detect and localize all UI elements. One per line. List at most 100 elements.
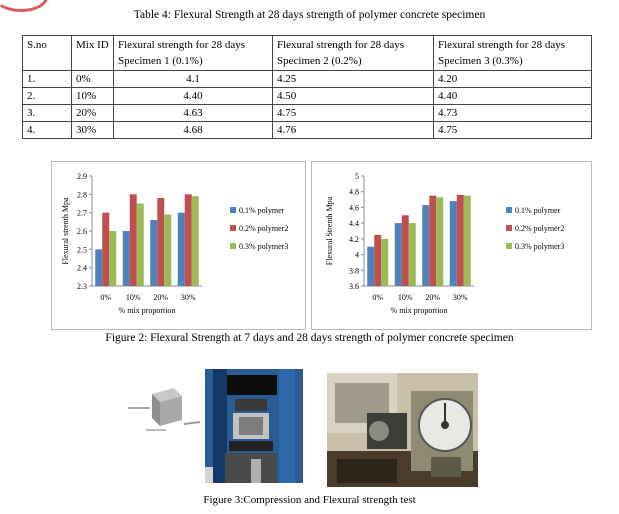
legend-label: 0.2% polymer2 xyxy=(239,224,288,233)
table-cell: 4.68 xyxy=(113,121,273,139)
y-tick-label: 5 xyxy=(355,172,359,181)
cube-specimen-illustration xyxy=(128,388,201,431)
table-cell: 2. xyxy=(22,87,72,105)
bar xyxy=(408,223,416,286)
bar xyxy=(456,194,464,286)
table-header: Mix ID xyxy=(71,35,114,71)
bar xyxy=(95,249,103,286)
bar xyxy=(463,195,471,286)
legend-label: 0.2% polymer2 xyxy=(515,224,564,233)
legend-swatch xyxy=(230,243,236,249)
compression-machine-illustration xyxy=(205,369,303,483)
x-tick-label: 20% xyxy=(153,293,168,302)
chart-7-days: 2.3 2.4 2.5 2.6 2.7 2.8 2.9 0% 10% 20% 30% % mix pr… xyxy=(51,161,306,330)
table-cell: 4. xyxy=(22,121,72,139)
table-cell: 4.40 xyxy=(113,87,273,105)
table-cell: 4.75 xyxy=(272,104,434,122)
bar xyxy=(381,238,389,286)
table-cell: 4.40 xyxy=(433,87,592,105)
bar xyxy=(429,195,437,286)
y-tick-label: 4.6 xyxy=(349,203,359,212)
legend-swatch xyxy=(230,225,236,231)
legend-swatch xyxy=(506,225,512,231)
bar xyxy=(177,212,185,286)
x-tick-label: 10% xyxy=(398,293,413,302)
bar xyxy=(184,194,192,286)
bar xyxy=(102,212,110,286)
table-cell: 20% xyxy=(71,104,114,122)
legend-label: 0.3% polymer3 xyxy=(239,242,288,251)
legend-swatch xyxy=(230,207,236,213)
bar xyxy=(374,234,382,286)
y-axis-label: Flexural strenth Mpa xyxy=(61,197,70,265)
figure-2-caption: Figure 2: Flexural Strength at 7 days an… xyxy=(105,332,514,344)
figure-3-caption: Figure 3:Compression and Flexural streng… xyxy=(203,494,416,506)
x-tick-label: 20% xyxy=(425,293,440,302)
table-cell: 4.20 xyxy=(433,70,592,88)
table-cell: 4.73 xyxy=(433,104,592,122)
y-tick-label: 3.8 xyxy=(349,266,359,275)
table-cell: 3. xyxy=(22,104,72,122)
chart-28-days: 3.6 3.8 4 4.2 4.4 4.6 4.8 5 0% 10% 20% 30% % mix pro… xyxy=(311,161,592,330)
table-row: 1. 0% 4.1 4.25 4.20 xyxy=(22,70,592,88)
y-axis-label: Flexural Strenth Mpa xyxy=(325,196,334,265)
table-cell: 4.1 xyxy=(113,70,273,88)
bar xyxy=(394,223,402,286)
y-tick-label: 2.8 xyxy=(77,190,87,199)
table-cell: 4.50 xyxy=(272,87,434,105)
bar xyxy=(449,201,457,286)
bar xyxy=(367,246,375,286)
table-cell: 0% xyxy=(71,70,114,88)
x-tick-label: 10% xyxy=(126,293,141,302)
flexural-strength-table: S.no Mix ID Flexural strength for 28 day… xyxy=(22,35,592,139)
y-tick-label: 4.4 xyxy=(349,219,359,228)
x-axis-label: % mix proportion xyxy=(119,306,176,315)
chart-28-days-svg: 3.6 3.8 4 4.2 4.4 4.6 4.8 5 0% 10% 20% 30% % mix pro… xyxy=(325,172,564,315)
x-axis-label: % mix proportion xyxy=(391,306,448,315)
cube-specimen-photo xyxy=(124,386,204,436)
y-tick-label: 3.6 xyxy=(349,282,359,291)
table-cell: 1. xyxy=(22,70,72,88)
x-tick-label: 0% xyxy=(372,293,383,302)
x-tick-label: 30% xyxy=(453,293,468,302)
legend-label: 0.1% polymer xyxy=(515,206,561,215)
table-cell: 10% xyxy=(71,87,114,105)
y-tick-label: 2.6 xyxy=(77,227,87,236)
y-tick-label: 2.4 xyxy=(77,264,87,273)
legend-swatch xyxy=(506,207,512,213)
y-tick-label: 2.3 xyxy=(77,282,87,291)
table-cell: 4.76 xyxy=(272,121,434,139)
table-header-row: S.no Mix ID Flexural strength for 28 day… xyxy=(22,35,592,71)
bar xyxy=(401,215,409,286)
x-tick-label: 0% xyxy=(100,293,111,302)
table-header: S.no xyxy=(22,35,72,71)
bar xyxy=(122,231,130,286)
legend-swatch xyxy=(506,243,512,249)
table-row: 4. 30% 4.68 4.76 4.75 xyxy=(22,121,592,139)
legend-label: 0.1% polymer xyxy=(239,206,285,215)
table-cell: 4.25 xyxy=(272,70,434,88)
y-tick-label: 2.9 xyxy=(77,172,87,181)
bar xyxy=(136,203,144,286)
compression-test-photo xyxy=(205,369,303,483)
legend-label: 0.3% polymer3 xyxy=(515,242,564,251)
y-tick-label: 2.7 xyxy=(77,209,87,218)
bar xyxy=(129,194,137,286)
bar xyxy=(109,231,117,286)
table-row: 2. 10% 4.40 4.50 4.40 xyxy=(22,87,592,105)
x-tick-label: 30% xyxy=(181,293,196,302)
table-row: 3. 20% 4.63 4.75 4.73 xyxy=(22,104,592,122)
bar xyxy=(191,196,199,286)
bar xyxy=(436,197,444,286)
y-tick-label: 4 xyxy=(355,251,359,260)
table-caption: Table 4: Flexural Strength at 28 days st… xyxy=(133,9,486,21)
table-header: Flexural strength for 28 days Specimen 1… xyxy=(113,35,273,71)
bar xyxy=(157,198,165,286)
chart-7-days-svg: 2.3 2.4 2.5 2.6 2.7 2.8 2.9 0% 10% 20% 30% % mix pr… xyxy=(61,172,288,315)
y-tick-label: 4.8 xyxy=(349,188,359,197)
bar xyxy=(150,220,158,286)
table-cell: 4.63 xyxy=(113,104,273,122)
y-tick-label: 4.2 xyxy=(349,235,359,244)
bar xyxy=(164,214,172,286)
table-cell: 30% xyxy=(71,121,114,139)
